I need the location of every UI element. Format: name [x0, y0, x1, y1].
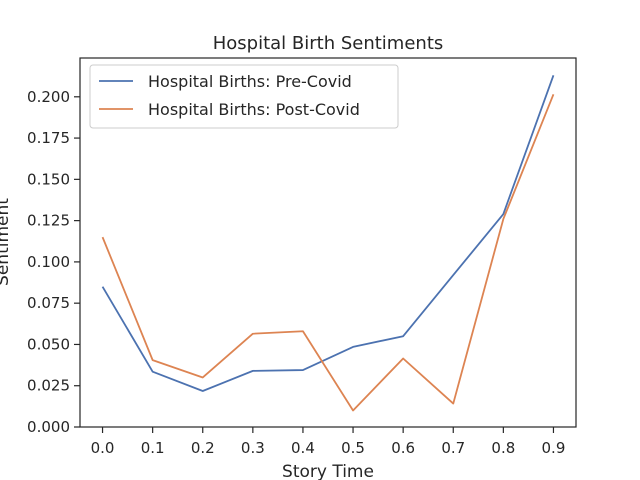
x-tick-label: 0.8 [491, 439, 515, 457]
y-tick-label: 0.025 [27, 377, 70, 395]
x-axis-label: Story Time [282, 462, 374, 480]
x-axis: 0.0 0.1 0.2 0.3 0.4 0.5 0.6 0.7 0.8 0.9 [91, 427, 566, 457]
legend-box [89, 64, 399, 129]
x-tick-label: 0.9 [542, 439, 566, 457]
x-tick-label: 0.0 [91, 439, 115, 457]
chart-title: Hospital Birth Sentiments [213, 33, 444, 54]
y-tick-label: 0.075 [27, 294, 70, 312]
x-tick-label: 0.5 [341, 439, 365, 457]
y-tick-label: 0.000 [27, 418, 70, 436]
series-layer [101, 75, 555, 412]
y-tick-label: 0.125 [27, 212, 70, 230]
legend-label-post-covid: Hospital Births: Post-Covid [148, 100, 360, 119]
series-line-post-covid [101, 93, 555, 412]
y-tick-label: 0.175 [27, 129, 70, 147]
x-tick-label: 0.1 [141, 439, 165, 457]
y-axis: 0.000 0.025 0.050 0.075 0.100 0.125 0.150 0.175… [27, 88, 80, 436]
y-tick-label: 0.150 [27, 170, 70, 188]
x-tick-label: 0.4 [291, 439, 315, 457]
legend-label-pre-covid: Hospital Births: Pre-Covid [148, 72, 352, 91]
y-tick-label: 0.100 [27, 253, 70, 271]
x-tick-label: 0.6 [391, 439, 415, 457]
x-tick-label: 0.3 [241, 439, 265, 457]
series-line-pre-covid [101, 75, 555, 392]
y-tick-label: 0.200 [27, 88, 70, 106]
y-tick-label: 0.050 [27, 335, 70, 353]
legend: Hospital Births: Pre-Covid Hospital Birt… [89, 64, 399, 129]
x-tick-label: 0.2 [191, 439, 215, 457]
x-tick-label: 0.7 [441, 439, 465, 457]
y-axis-label: Sentiment [0, 198, 13, 286]
